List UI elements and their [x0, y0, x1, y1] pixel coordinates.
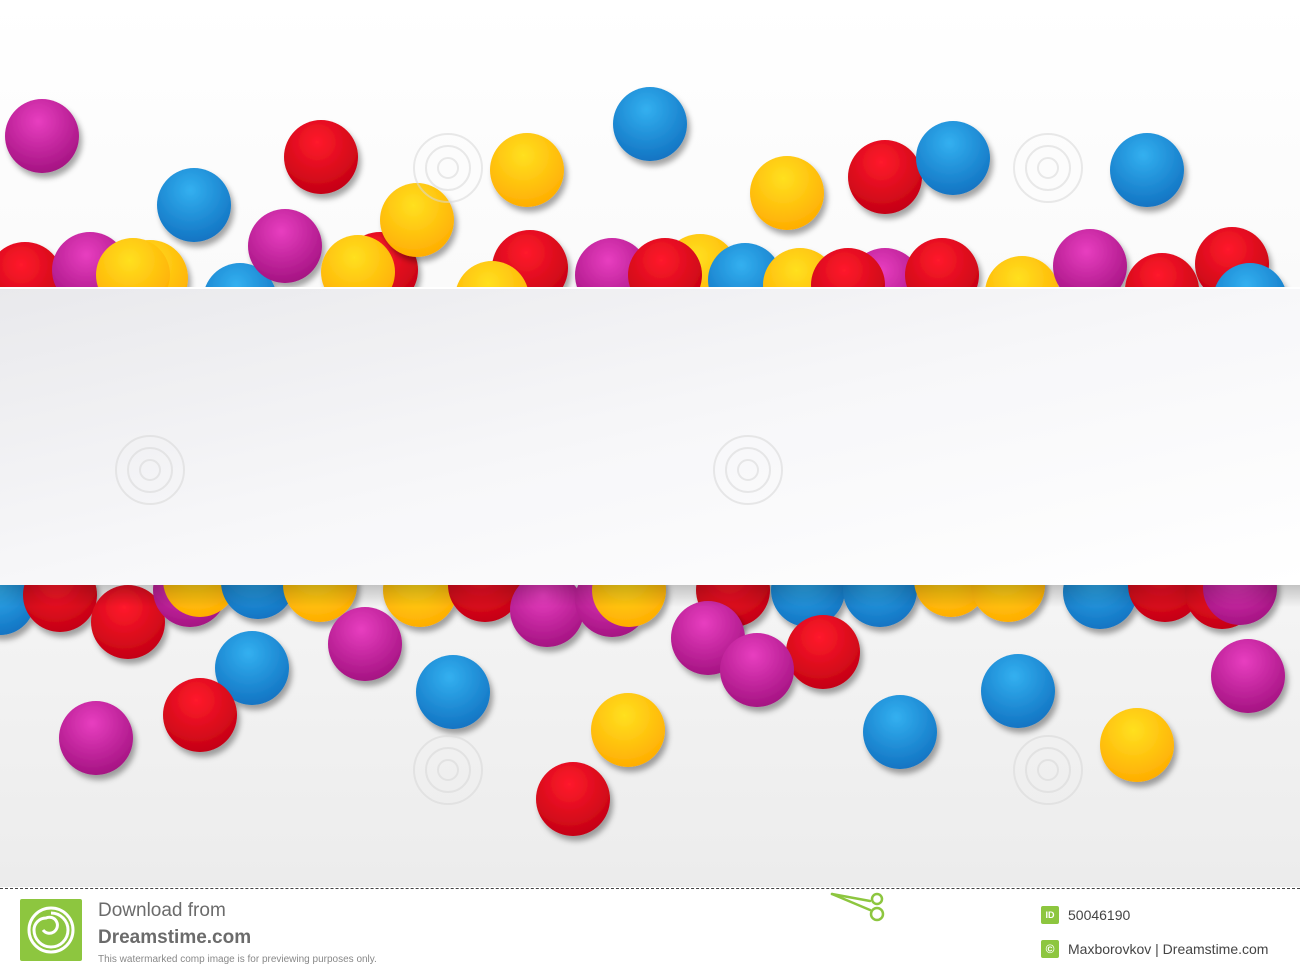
blank-paper-banner — [0, 287, 1300, 585]
confetti-artwork — [0, 0, 1300, 887]
copyright-icon: © — [1041, 940, 1059, 958]
confetti-bottom-scatter — [59, 601, 1285, 836]
image-id: 50046190 — [1068, 907, 1131, 923]
dreamstime-spiral-icon — [20, 899, 82, 961]
cut-line — [0, 888, 1300, 889]
download-footer: Download from Dreamstime.com This waterm… — [0, 887, 1300, 979]
author-credit: Maxborovkov | Dreamstime.com — [1068, 941, 1269, 957]
watermark-spirals — [115, 133, 1083, 805]
site-name-text: Dreamstime.com — [98, 927, 252, 948]
confetti-top-scatter — [5, 87, 1184, 257]
scissors-icon — [830, 892, 885, 922]
watermark-disclaimer: This watermarked comp image is for previ… — [98, 954, 377, 965]
id-badge: ID — [1041, 906, 1059, 924]
download-from-text: Download from — [98, 900, 226, 921]
